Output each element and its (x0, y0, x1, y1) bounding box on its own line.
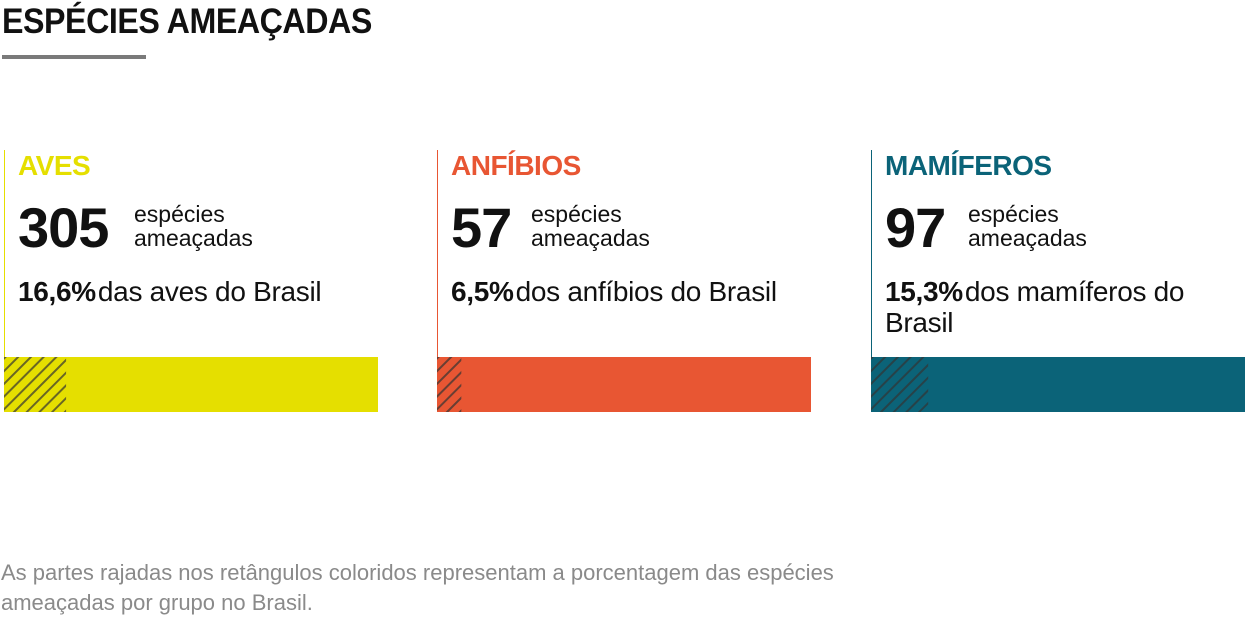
percent-value: 6,5% (451, 276, 514, 307)
percent-label: das aves do Brasil (97, 276, 322, 307)
panel-mamiferos: MAMÍFEROS 97 espécies ameaçadas 15,3%dos… (871, 150, 1245, 412)
group-name: ANFÍBIOS (451, 150, 581, 181)
footnote: As partes rajadas nos retângulos colorid… (1, 560, 834, 615)
bar-threatened-share (437, 357, 462, 412)
bar-total (4, 357, 378, 412)
count-label: espécies ameaçadas (134, 201, 253, 251)
panel-divider-line (437, 150, 438, 412)
species-count: 97 (885, 196, 946, 259)
share-bar (871, 357, 1245, 412)
panel-aves: AVES 305 espécies ameaçadas 16,6%das ave… (4, 150, 382, 412)
percent-value: 16,6% (18, 276, 96, 307)
share-bar (4, 357, 378, 412)
group-name: MAMÍFEROS (885, 150, 1052, 181)
title-underline (2, 55, 146, 59)
count-label: espécies ameaçadas (531, 201, 650, 251)
percent-statement: 16,6%das aves do Brasil (18, 276, 348, 307)
species-count: 305 (18, 196, 109, 259)
group-name: AVES (18, 150, 91, 181)
percent-label: dos mamíferos do Brasil (885, 276, 1185, 338)
panel-divider-line (871, 150, 872, 412)
bar-threatened-share (4, 357, 67, 412)
share-bar (437, 357, 811, 412)
bar-total (871, 357, 1245, 412)
percent-value: 15,3% (885, 276, 963, 307)
panel-anfibios: ANFÍBIOS 57 espécies ameaçadas 6,5%dos a… (437, 150, 815, 412)
bar-total (437, 357, 811, 412)
percent-statement: 15,3%dos mamíferos do Brasil (885, 276, 1215, 338)
chart-title: ESPÉCIES AMEAÇADAS (2, 2, 372, 41)
percent-statement: 6,5%dos anfíbios do Brasil (451, 276, 781, 307)
count-label: espécies ameaçadas (968, 201, 1087, 251)
bar-threatened-share (871, 357, 929, 412)
percent-label: dos anfíbios do Brasil (515, 276, 777, 307)
species-count: 57 (451, 196, 512, 259)
panel-divider-line (4, 150, 5, 412)
